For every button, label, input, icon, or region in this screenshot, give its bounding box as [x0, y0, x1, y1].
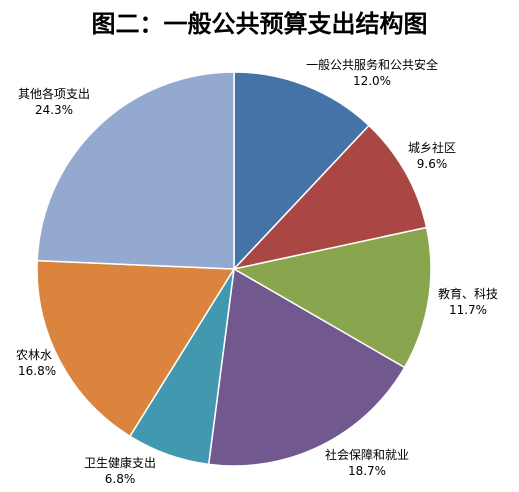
slice-category-label: 教育、科技: [438, 286, 498, 301]
pie-slice: [233, 71, 371, 271]
slice-category-label: 一般公共服务和公共安全: [306, 57, 438, 72]
slice-category-label: 卫生健康支出: [84, 455, 156, 470]
slice-category-label: 社会保障和就业: [325, 447, 409, 462]
slice-value-label: 18.7%: [348, 464, 386, 478]
pie-slice: [231, 226, 432, 369]
pie-slice: [36, 259, 236, 438]
pie-slice: [207, 267, 406, 467]
slice-value-label: 24.3%: [35, 103, 73, 117]
slice-value-label: 6.8%: [105, 472, 136, 486]
chart-title: 图二：一般公共预算支出结构图: [91, 9, 428, 38]
pie-slice: [36, 71, 235, 270]
slice-category-label: 城乡社区: [408, 140, 456, 155]
slice-value-label: 16.8%: [18, 364, 56, 378]
pie-slice: [231, 124, 428, 271]
slice-category-label: 其他各项支出: [18, 86, 90, 101]
slice-category-label: 农林水: [16, 348, 52, 362]
slice-value-label: 12.0%: [353, 74, 391, 88]
slice-value-label: 9.6%: [417, 157, 448, 171]
slice-value-label: 11.7%: [449, 303, 487, 317]
